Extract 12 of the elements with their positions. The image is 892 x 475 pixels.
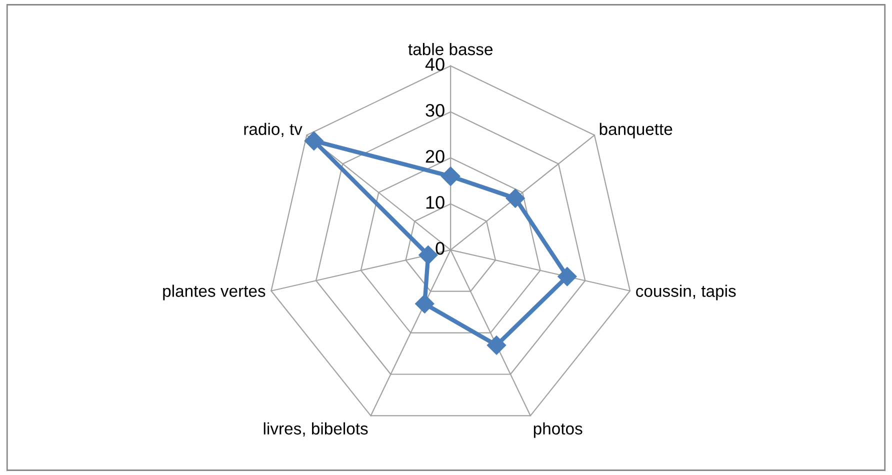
y-tick-label: 20 (426, 150, 444, 163)
y-tick-label: 10 (426, 196, 444, 209)
spoke-label: photos (534, 422, 582, 438)
spoke-label: plantes vertes (163, 284, 266, 300)
spoke-label: table basse (408, 43, 492, 56)
spoke-label: banquette (600, 122, 672, 138)
spoke-label: livres, bibelots (264, 422, 368, 437)
spoke-label: coussin, tapis (636, 284, 736, 300)
y-tick-label: 30 (426, 104, 444, 117)
y-tick-label: 40 (425, 58, 444, 71)
y-tick-label: 0 (436, 242, 444, 255)
spoke-label: radio, tv (244, 122, 302, 138)
